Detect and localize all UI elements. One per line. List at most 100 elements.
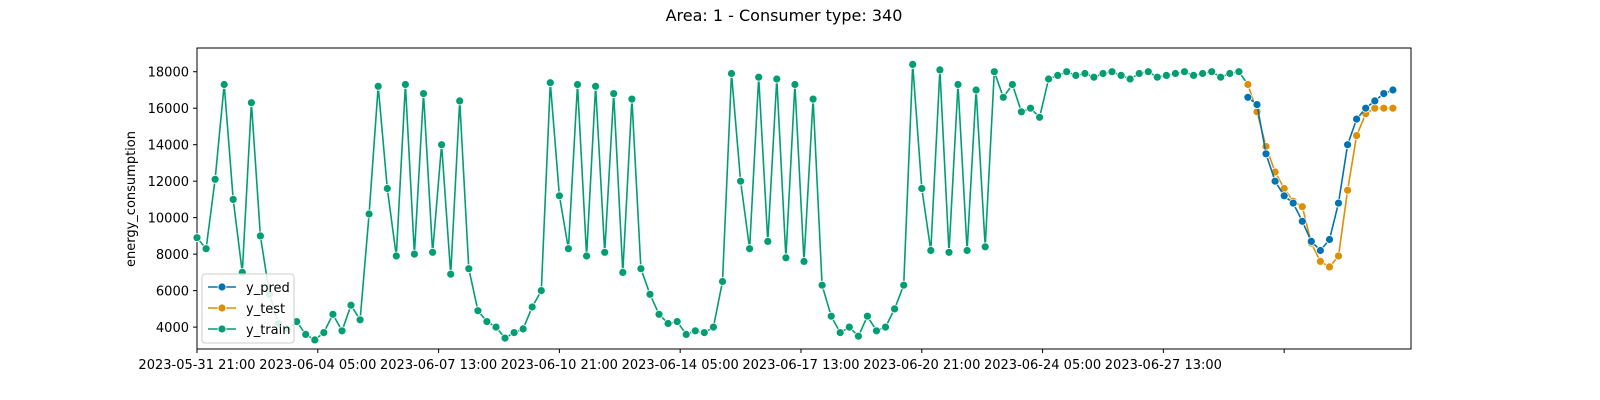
data-point-y_pred [1388,85,1398,95]
data-point-y_train [835,328,845,338]
y-tick-label: 10000 [148,212,189,227]
x-tick-label: 2023-06-10 21:00 [501,358,618,373]
data-point-y_train [527,302,537,312]
data-point-y_train [1116,71,1126,80]
data-point-y_train [1225,69,1235,78]
data-point-y_train [319,328,329,338]
data-point-y_train [201,244,211,254]
data-point-y_train [890,304,899,314]
data-point-y_train [636,264,646,274]
data-point-y_train [509,328,519,338]
legend-swatch-marker [217,282,227,292]
data-point-y_train [917,184,927,193]
data-point-y_train [455,96,465,106]
data-point-y_train [364,209,374,219]
legend-label: y_test [246,302,285,317]
data-point-y_train [654,309,664,319]
data-point-y_train [1198,69,1207,78]
data-point-y_train [709,322,718,332]
data-point-y_train [1152,72,1162,82]
data-point-y_train [1189,71,1198,80]
data-point-y_train [1107,67,1117,77]
data-point-y_train [609,89,619,98]
data-point-y_train [1017,107,1026,117]
data-point-y_train [564,244,573,254]
data-point-y_train [1026,103,1035,113]
data-point-y_train [482,317,492,327]
data-point-y_pred [1352,114,1361,124]
data-point-y_train [718,277,727,286]
data-point-y_test [1334,251,1343,261]
data-point-y_train [446,269,456,279]
data-point-y_train [1035,112,1044,122]
data-point-y_train [1044,74,1053,84]
data-point-y_train [437,140,447,150]
y-tick-label: 16000 [148,102,189,117]
data-point-y_train [600,247,610,257]
data-point-y_train [808,94,818,104]
data-point-y_test [1370,103,1380,113]
series-line-y_test [1247,84,1393,268]
data-point-y_test [1379,103,1389,113]
data-point-y_test [1325,262,1334,272]
data-point-y_pred [1379,89,1389,98]
data-point-y_train [464,264,474,274]
x-tick-label: 2023-05-31 21:00 [138,358,255,373]
data-point-y_train [500,333,510,343]
data-point-y_pred [1297,216,1307,226]
data-point-y_train [699,328,709,338]
data-point-y_pred [1316,246,1325,255]
data-point-y_train [618,267,628,277]
data-point-y_train [844,322,854,332]
data-point-y_train [899,280,909,290]
data-point-y_train [781,253,791,263]
data-point-y_train [355,315,365,325]
data-point-y_train [301,329,311,339]
data-point-y_train [1171,69,1180,78]
data-point-y_train [953,80,963,89]
data-point-y_train [228,194,238,204]
data-point-y_pred [1279,191,1289,201]
data-point-y_train [1071,71,1081,80]
data-point-y_train [1053,71,1063,80]
data-point-y_train [962,246,972,255]
data-point-y_train [210,174,220,184]
x-tick-label: 2023-06-14 05:00 [622,358,739,373]
data-point-y_test [1261,142,1271,151]
series-layer [192,60,1398,345]
data-point-y_train [627,94,637,104]
data-point-y_train [473,306,483,316]
data-point-y_train [1008,80,1017,89]
y-tick-label: 12000 [148,175,189,190]
plot-area-frame [196,47,1412,350]
data-point-y_train [573,80,582,89]
data-point-y_train [817,280,827,290]
x-tick-label: 2023-06-17 13:00 [742,358,859,373]
data-point-y_train [989,67,999,77]
data-point-y_test [1297,202,1307,212]
data-point-y_train [881,322,890,332]
data-point-y_train [763,236,773,246]
y-tick-label: 8000 [156,248,189,263]
x-tick-label: 2023-06-27 13:00 [1105,358,1222,373]
data-point-y_train [672,317,682,327]
data-point-y_train [754,72,764,82]
data-point-y_train [854,331,863,341]
data-point-y_train [582,251,591,261]
data-point-y_train [1125,74,1135,84]
data-point-y_train [536,286,546,296]
data-point-y_train [935,65,945,75]
data-point-y_pred [1361,103,1371,113]
data-point-y_train [772,74,782,84]
y-tick-label: 6000 [156,285,189,300]
data-point-y_train [192,233,202,243]
data-point-y_train [591,81,600,91]
y-tick-label: 4000 [156,321,189,336]
chart-title: Area: 1 - Consumer type: 340 [666,6,903,25]
data-point-y_train [1180,67,1189,77]
data-point-y_train [419,89,428,98]
data-point-y_pred [1261,149,1271,159]
data-point-y_train [391,251,401,261]
data-point-y_train [382,184,392,193]
data-point-y_train [428,247,438,257]
